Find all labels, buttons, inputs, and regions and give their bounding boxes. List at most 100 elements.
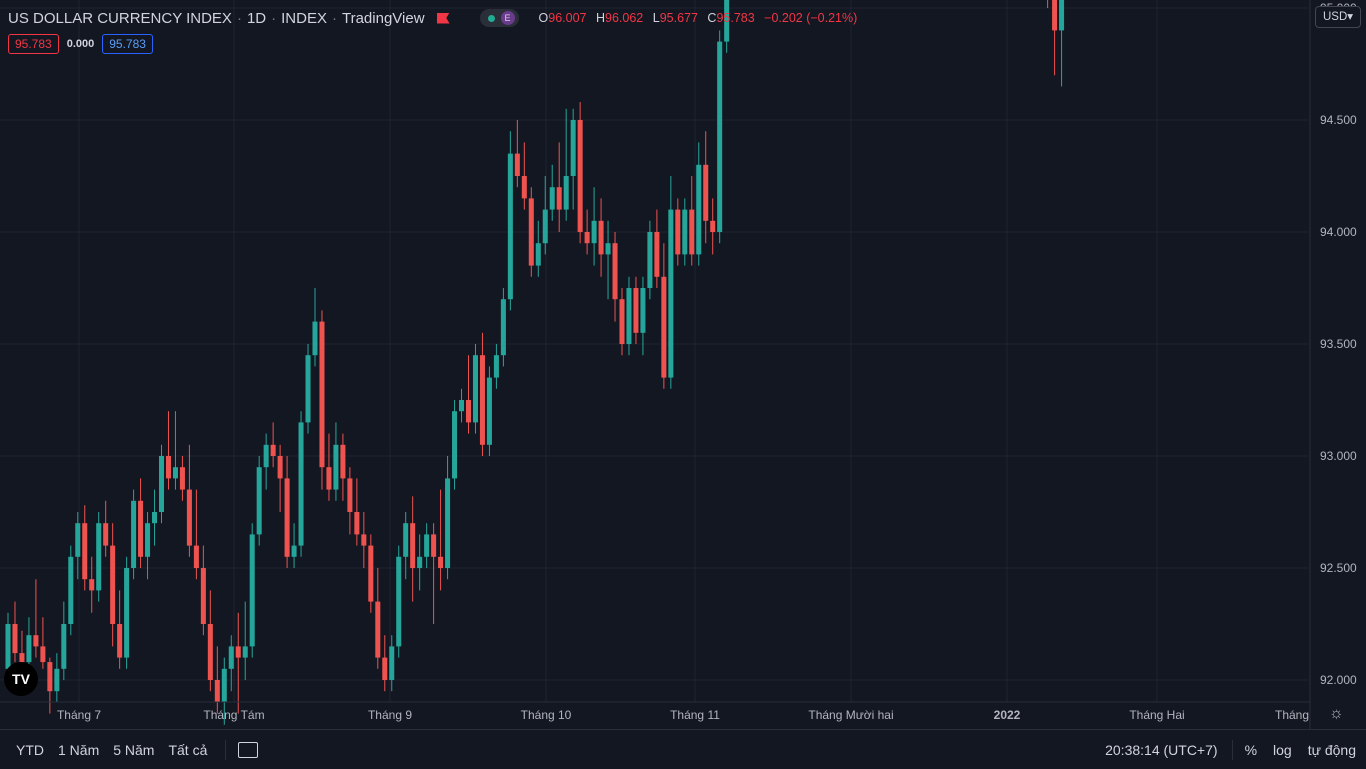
candle-body (82, 523, 88, 580)
candle (361, 512, 367, 568)
currency-select[interactable]: USD▾ (1315, 6, 1361, 28)
candle (138, 478, 144, 568)
candle (584, 209, 590, 255)
mid-value: 0.000 (66, 38, 95, 50)
time-tick-label: Tháng Mười hai (808, 708, 893, 722)
settings-gear-icon[interactable]: ☼ (1329, 705, 1344, 722)
symbol-title[interactable]: US DOLLAR CURRENCY INDEX (8, 9, 232, 27)
candle (396, 545, 402, 658)
candle (124, 556, 130, 669)
candle (263, 433, 269, 490)
candle (54, 653, 60, 703)
candle-body (668, 209, 674, 378)
candle-body (61, 624, 67, 669)
candle (682, 198, 688, 266)
candle-body (507, 153, 513, 300)
candle (270, 422, 276, 468)
candle-body (179, 467, 185, 490)
blue-value-box: 95.783 (102, 34, 153, 54)
candle-body (417, 556, 423, 568)
candle (291, 523, 297, 568)
price-tick-label: 93.000 (1320, 449, 1357, 463)
candle (249, 523, 255, 658)
candle (717, 30, 723, 244)
candle (479, 332, 485, 456)
candle (207, 590, 213, 692)
price-axis: 92.00092.50093.00093.50094.00094.50095.0… (1309, 0, 1366, 729)
candle (242, 601, 248, 680)
range-5y[interactable]: 5 Năm (113, 741, 155, 758)
candle (382, 635, 388, 692)
candle (1059, 0, 1065, 87)
candle (117, 590, 123, 669)
candle-body (256, 467, 262, 535)
candle-body (514, 153, 520, 176)
candle-body (563, 176, 569, 210)
range-all[interactable]: Tất cả (168, 741, 208, 758)
log-toggle[interactable]: log (1273, 741, 1292, 758)
clock-time[interactable]: 20:38:14 (UTC+7) (1105, 741, 1218, 758)
candle (445, 456, 451, 580)
percent-toggle[interactable]: % (1244, 741, 1258, 758)
range-1y[interactable]: 1 Năm (58, 741, 100, 758)
auto-toggle[interactable]: tự động (1307, 741, 1356, 758)
flag-icon[interactable] (436, 12, 450, 24)
candle-body (172, 467, 178, 479)
candle-body (117, 624, 123, 658)
candle (389, 635, 395, 692)
candle-body (389, 646, 395, 680)
candle (465, 355, 472, 434)
chart-header: US DOLLAR CURRENCY INDEX · 1D · INDEX · … (8, 8, 863, 28)
candle (326, 433, 332, 501)
tradingview-logo[interactable]: TV (4, 662, 38, 696)
interval-label[interactable]: 1D (246, 9, 267, 27)
candle-body (689, 209, 695, 255)
candle-body (131, 500, 137, 568)
candle-body (396, 556, 402, 647)
candle-body (472, 355, 478, 423)
candle (333, 422, 339, 501)
ohlc-change: −0.202 (−0.21%) (764, 11, 858, 25)
range-ytd[interactable]: YTD (16, 741, 44, 758)
candle-body (214, 680, 220, 703)
exchange-label: INDEX (281, 9, 327, 27)
market-status-pill[interactable]: E (479, 9, 519, 27)
candle (640, 276, 646, 356)
candle (493, 344, 499, 389)
candle (500, 288, 506, 367)
price-tick-label: 92.500 (1320, 561, 1357, 575)
candle-body (26, 635, 32, 663)
candle-body (438, 556, 444, 568)
price-tick-label: 92.000 (1320, 673, 1357, 687)
candle-body (361, 534, 367, 546)
candle-body (542, 209, 548, 244)
candle-body (465, 400, 472, 423)
candle-body (724, 0, 730, 42)
candle-body (521, 176, 527, 199)
candle-body (570, 120, 576, 176)
candle-body (675, 209, 681, 255)
candle-body (696, 164, 702, 255)
candles (5, 0, 1065, 725)
candle (577, 102, 583, 244)
candle (47, 657, 53, 714)
candle (724, 0, 730, 53)
candle-body (431, 534, 437, 557)
candle (145, 512, 151, 580)
candle (633, 276, 639, 344)
candle-body (584, 232, 590, 244)
date-range-icon[interactable] (238, 741, 259, 758)
candle (668, 176, 674, 389)
time-tick-label: Tháng 10 (521, 708, 572, 722)
candle-body (19, 653, 25, 663)
candle-body (333, 444, 339, 490)
candle (689, 176, 695, 266)
candle (535, 220, 541, 277)
candle-body (235, 646, 241, 658)
candle-body (424, 534, 430, 557)
candle (375, 568, 381, 669)
candle (647, 220, 653, 300)
candle-body (207, 624, 213, 680)
candle (172, 411, 178, 490)
